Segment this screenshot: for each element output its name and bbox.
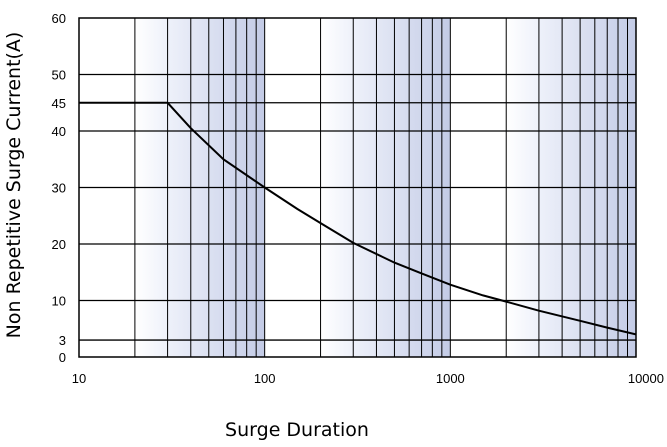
y-tick-label: 0 [59, 350, 66, 365]
grid-lines [79, 18, 636, 357]
y-tick-label: 60 [52, 11, 66, 26]
y-tick-label: 40 [52, 124, 66, 139]
y-tick-label: 45 [52, 96, 66, 111]
y-axis-title: Non Repetitive Surge Current(A) [3, 32, 25, 339]
surge-current-curve [79, 101, 637, 336]
x-tick-label: 10 [72, 371, 86, 386]
y-tick-label: 30 [52, 181, 66, 196]
x-tick-label: 1000 [436, 371, 465, 386]
plot-frame [78, 17, 637, 358]
x-axis-title: Surge Duration [225, 419, 369, 441]
y-tick-label: 20 [52, 237, 66, 252]
x-tick-label: 100 [254, 371, 276, 386]
y-tick-label: 3 [59, 333, 66, 348]
tick-labels: 0 3 10 20 30 40 45 50 60 10 100 1000 10000 [52, 11, 664, 386]
y-tick-label: 10 [52, 294, 66, 309]
y-tick-label: 50 [52, 68, 66, 83]
x-tick-label: 10000 [628, 371, 664, 386]
